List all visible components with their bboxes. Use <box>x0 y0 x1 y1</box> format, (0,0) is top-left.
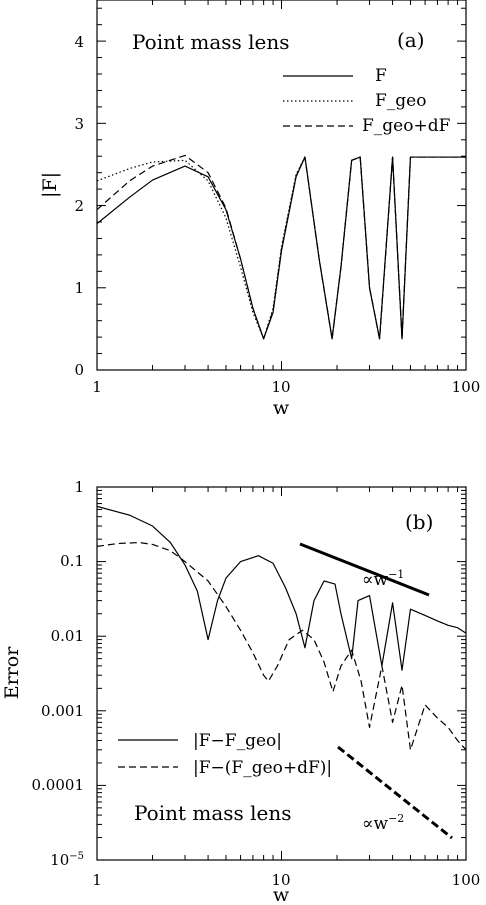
legend-label-f: F <box>375 66 387 86</box>
panel-a-ytick-label-0: 0 <box>74 361 84 379</box>
legend-label-error-geo-df: |F−(F_geo+dF)| <box>193 758 332 778</box>
slope-label-w-1: ∝w−1 <box>362 568 404 590</box>
panel-a-curves <box>96 154 466 340</box>
panel-b-series-1 <box>96 541 467 751</box>
legend-label-fgeo: F_geo <box>375 91 426 111</box>
panel-a-ytick-label-4: 4 <box>74 33 84 51</box>
panel-a-xtick-label-100: 100 <box>452 378 481 396</box>
panel-b-x-axis-label: w <box>273 884 290 905</box>
panel-b-legend: |F−F_geo| |F−(F_geo+dF)| <box>118 731 332 778</box>
panel-b-ticks <box>96 486 467 861</box>
panel-b-ytick-label-0.1: 0.1 <box>60 552 84 570</box>
panel-a-ytick-label-2: 2 <box>74 197 84 215</box>
slope-label-w-2: ∝w−2 <box>362 812 404 834</box>
panel-a-ytick-label-1: 1 <box>74 279 84 297</box>
panel-b-y-axis-label: Error <box>1 646 23 699</box>
panel-b-annotation: Point mass lens <box>134 801 292 825</box>
panel-a-xtick-label-10: 10 <box>271 378 290 396</box>
panel-b-series-0 <box>96 505 467 671</box>
panel-a-y-axis-label: |F| <box>39 172 61 198</box>
panel-a-frame <box>96 0 467 371</box>
panel-a: 1 10 100 0 1 2 3 4 w |F| Point mass lens… <box>39 0 480 419</box>
panel-a-ticks <box>96 0 467 371</box>
panel-b-panel-label: (b) <box>405 510 433 534</box>
panel-b-ytick-label-1e-5: 10−5 <box>50 851 84 869</box>
panel-b-xtick-label-1: 1 <box>92 871 102 889</box>
panel-a-xtick-label-1: 1 <box>92 378 102 396</box>
panel-b-xtick-label-100: 100 <box>452 871 481 889</box>
slope-line-w-1 <box>299 542 430 597</box>
panel-a-panel-label: (a) <box>397 28 425 52</box>
panel-a-legend: F F_geo F_geo+dF <box>283 66 451 136</box>
panel-a-ytick-label-3: 3 <box>74 115 84 133</box>
legend-label-error-geo: |F−F_geo| <box>193 731 282 751</box>
panel-b-ytick-label-1: 1 <box>74 478 84 496</box>
panel-b-xtick-label-10: 10 <box>271 871 290 889</box>
panel-a-x-axis-label: w <box>273 397 290 419</box>
panel-b-ytick-label-0.01: 0.01 <box>51 627 84 645</box>
legend-label-fgeo-df: F_geo+dF <box>362 116 451 136</box>
panel-a-annotation: Point mass lens <box>132 30 290 54</box>
panel-b-ytick-label-0.001: 0.001 <box>41 702 84 720</box>
panel-b-curves <box>96 505 467 751</box>
panel-a-series-2 <box>96 154 466 340</box>
slope-line-w-2 <box>337 745 453 840</box>
panel-b-ytick-label-0.0001: 0.0001 <box>32 776 85 794</box>
panel-b: 1 10 100 10−5 0.0001 0.001 0.01 0.1 1 w … <box>1 478 480 905</box>
